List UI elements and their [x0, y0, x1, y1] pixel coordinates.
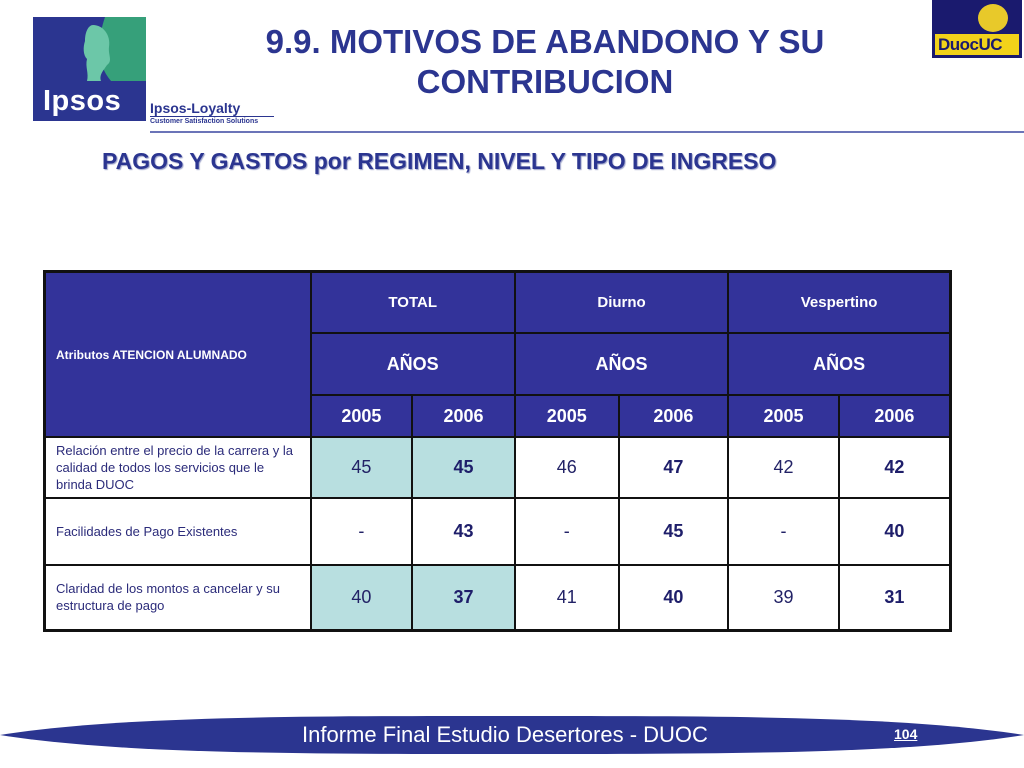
page-subtitle: PAGOS Y GASTOS por REGIMEN, NIVEL Y TIPO… — [102, 148, 777, 174]
page-title: 9.9. MOTIVOS DE ABANDONO Y SU CONTRIBUCI… — [190, 22, 900, 102]
page-number: 104 — [894, 726, 918, 742]
page-title-line-2: CONTRIBUCION — [416, 63, 674, 100]
table-cell: 47 — [617, 436, 730, 499]
years-header-total: AÑOS — [309, 332, 516, 396]
results-table: Atributos ATENCION ALUMNADO TOTAL Diurno… — [43, 270, 952, 632]
duoc-crest-icon — [976, 2, 1010, 34]
table-cell: - — [513, 497, 620, 566]
table-cell: 39 — [727, 564, 840, 631]
years-header-vespertino: AÑOS — [727, 332, 952, 396]
ipsos-logo: Ipsos — [33, 17, 146, 121]
year-header: 2006 — [411, 394, 516, 438]
group-header-diurno: Diurno — [513, 270, 730, 334]
ipsos-loyalty-tagline: Customer Satisfaction Solutions — [150, 116, 274, 125]
ipsos-loyalty-title: Ipsos-Loyalty — [150, 100, 241, 116]
year-header: 2005 — [309, 394, 414, 438]
duoc-logo: DuocUC — [932, 0, 1022, 58]
group-header-total: TOTAL — [309, 270, 516, 334]
table-cell: - — [309, 497, 414, 566]
table-row: Relación entre el precio de la carrera y… — [43, 436, 952, 499]
row-label: Facilidades de Pago Existentes — [43, 497, 312, 566]
year-header: 2006 — [617, 394, 730, 438]
table-cell: 40 — [837, 497, 952, 566]
years-header-diurno: AÑOS — [513, 332, 730, 396]
table-cell: 45 — [411, 436, 516, 499]
attribute-column-header: Atributos ATENCION ALUMNADO — [43, 270, 312, 438]
table-cell: - — [727, 497, 840, 566]
table-cell: 40 — [309, 564, 414, 631]
table-cell: 42 — [727, 436, 840, 499]
table-cell: 41 — [513, 564, 620, 631]
duoc-wordmark: DuocUC — [938, 35, 1003, 54]
year-header: 2005 — [727, 394, 840, 438]
title-divider — [150, 131, 1024, 133]
table-row: Claridad de los montos a cancelar y su e… — [43, 564, 952, 631]
table-cell: 43 — [411, 497, 516, 566]
table-cell: 42 — [837, 436, 952, 499]
table-cell: 45 — [617, 497, 730, 566]
page-title-line-1: 9.9. MOTIVOS DE ABANDONO Y SU — [265, 23, 825, 60]
ipsos-wordmark: Ipsos — [43, 85, 122, 117]
table-cell: 31 — [837, 564, 952, 631]
table-row: Facilidades de Pago Existentes - 43 - 45… — [43, 497, 952, 566]
row-label: Claridad de los montos a cancelar y su e… — [43, 564, 312, 631]
group-header-vespertino: Vespertino — [727, 270, 952, 334]
table-cell: 46 — [513, 436, 620, 499]
table-cell: 40 — [617, 564, 730, 631]
row-label: Relación entre el precio de la carrera y… — [43, 436, 312, 499]
year-header: 2006 — [837, 394, 952, 438]
footer-report-title: Informe Final Estudio Desertores - DUOC — [302, 722, 708, 747]
ipsos-logo-graphic — [33, 17, 146, 81]
year-header: 2005 — [513, 394, 620, 438]
table-cell: 45 — [309, 436, 414, 499]
duoc-logo-band — [935, 34, 1019, 55]
footer-band — [0, 716, 1024, 754]
table-cell: 37 — [411, 564, 516, 631]
